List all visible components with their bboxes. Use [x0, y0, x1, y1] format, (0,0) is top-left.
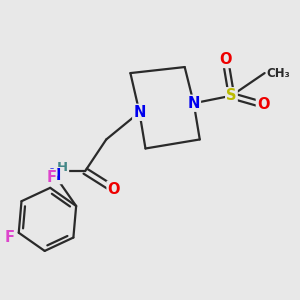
- Text: O: O: [219, 52, 232, 67]
- Text: CH₃: CH₃: [266, 67, 290, 80]
- Text: N: N: [133, 105, 145, 120]
- Text: F: F: [4, 230, 14, 245]
- Text: O: O: [257, 97, 269, 112]
- Text: O: O: [108, 182, 120, 197]
- Text: F: F: [46, 170, 56, 185]
- Text: S: S: [226, 88, 237, 103]
- Text: H: H: [57, 161, 68, 174]
- Text: N: N: [49, 168, 61, 183]
- Text: N: N: [188, 96, 200, 111]
